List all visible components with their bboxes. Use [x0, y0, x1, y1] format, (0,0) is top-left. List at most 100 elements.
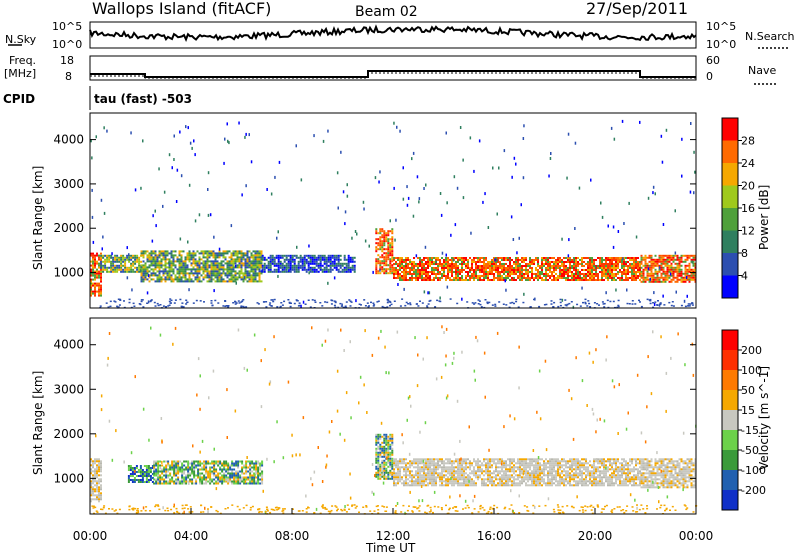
echo-cell — [100, 494, 102, 497]
echo-cell — [489, 271, 491, 273]
echo-cell — [227, 476, 230, 479]
echo-cell — [104, 268, 107, 271]
echo-speck — [649, 277, 651, 281]
echo-cell — [559, 259, 561, 261]
echo-cell — [391, 256, 394, 259]
echo-cell — [177, 464, 180, 467]
echo-cell — [585, 277, 587, 279]
echo-cell — [435, 273, 437, 275]
echo-cell — [252, 268, 255, 271]
echo-cell — [650, 276, 653, 279]
echo-cell — [375, 232, 378, 235]
echo-cell — [175, 464, 178, 467]
echo-speck — [504, 279, 506, 283]
echo-cell — [96, 282, 98, 285]
echo-cell — [652, 274, 655, 277]
echo-speck — [675, 290, 677, 294]
echo-cell — [417, 480, 419, 483]
echo-cell — [399, 462, 401, 465]
echo-cell — [309, 256, 312, 259]
echo-cell — [479, 261, 481, 263]
echo-cell — [639, 263, 641, 265]
echo-cell — [445, 279, 447, 281]
echo-cell — [98, 294, 100, 297]
echo-cell — [110, 264, 113, 267]
echo-cell — [158, 252, 161, 255]
echo-cell — [179, 480, 182, 483]
echo-cell — [575, 267, 577, 269]
echo-cell — [405, 484, 407, 487]
echo-cell — [100, 486, 102, 489]
echo-cell — [635, 275, 637, 277]
echo-speck — [362, 200, 365, 204]
echo-cell — [521, 271, 523, 273]
echo-cell — [165, 482, 168, 485]
echo-cell — [603, 263, 605, 265]
echo-cell — [92, 470, 94, 473]
echo-cell — [387, 451, 390, 454]
echo-cell — [439, 478, 441, 481]
echo-cell — [285, 266, 288, 269]
echo-speck — [92, 240, 95, 244]
echo-cell — [479, 279, 481, 281]
echo-cell — [623, 263, 625, 265]
echo-cell — [152, 270, 155, 273]
echo-cell — [387, 242, 390, 245]
echo-cell — [383, 260, 386, 263]
echo-cell — [399, 275, 401, 277]
echo-cell — [475, 476, 477, 479]
echo-cell — [252, 274, 255, 277]
echo-cell — [237, 470, 240, 473]
echo-cell — [449, 263, 451, 265]
echo-cell — [409, 474, 411, 477]
echo-cell — [419, 269, 421, 271]
echo-cell — [248, 258, 251, 261]
echo-cell — [611, 265, 613, 267]
echo-cell — [403, 458, 405, 461]
echo-cell — [299, 260, 302, 263]
echo-cell — [417, 279, 419, 281]
echo-cell — [575, 269, 577, 271]
echo-cell — [377, 463, 380, 466]
echo-cell — [235, 476, 238, 479]
echo-cell — [648, 272, 651, 275]
echo-cell — [162, 268, 165, 271]
echo-cell — [507, 277, 509, 279]
echo-cell — [238, 274, 241, 277]
echo-cell — [158, 254, 161, 257]
echo-cell — [307, 266, 310, 269]
echo-speck — [461, 297, 463, 301]
echo-cell — [243, 480, 246, 483]
echo-cell — [477, 279, 479, 281]
echo-cell — [487, 470, 489, 473]
echo-cell — [535, 257, 537, 259]
echo-cell — [100, 496, 102, 499]
echo-cell — [160, 266, 163, 269]
echo-cell — [455, 271, 457, 273]
echo-cell — [190, 262, 193, 265]
echo-cell — [595, 279, 597, 281]
echo-cell — [139, 479, 142, 481]
echo-cell — [149, 471, 152, 473]
echo-cell — [423, 269, 425, 271]
echo-cell — [200, 258, 203, 261]
echo-cell — [209, 480, 212, 483]
echo-cell — [631, 277, 633, 279]
echo-cell — [505, 259, 507, 261]
echo-cell — [509, 263, 511, 265]
echo-cell — [379, 453, 382, 456]
echo-cell — [639, 261, 641, 263]
echo-cell — [658, 280, 661, 283]
echo-cell — [401, 271, 403, 273]
echo-cell — [439, 263, 441, 265]
echo-cell — [441, 263, 443, 265]
echo-speck — [327, 129, 329, 133]
echo-cell — [461, 458, 463, 461]
echo-cell — [509, 279, 511, 281]
echo-cell — [517, 263, 519, 265]
echo-cell — [234, 278, 237, 281]
echo-cell — [597, 275, 599, 277]
echo-cell — [263, 270, 266, 273]
echo-cell — [670, 266, 673, 269]
echo-cell — [545, 269, 547, 271]
